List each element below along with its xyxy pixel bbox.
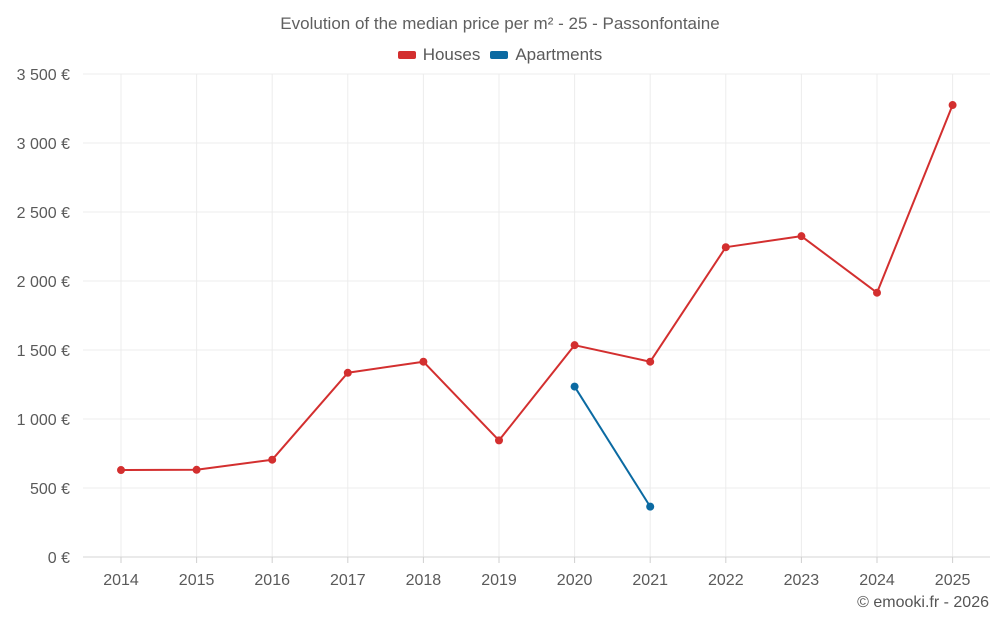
- x-tick-label: 2014: [103, 572, 139, 589]
- data-point-apartments: [570, 382, 579, 391]
- x-tick-label: 2025: [935, 572, 971, 589]
- data-point-houses: [268, 455, 277, 464]
- legend-label-houses: Houses: [422, 45, 481, 64]
- data-point-houses: [570, 341, 579, 350]
- x-tick-label: 2016: [254, 572, 290, 589]
- legend-swatch-apartments: [490, 51, 509, 59]
- data-point-houses: [192, 465, 201, 474]
- legend-swatch-houses: [397, 51, 416, 59]
- y-tick-label: 3 500 €: [17, 67, 70, 84]
- legend-item-houses[interactable]: Houses: [397, 45, 481, 65]
- data-point-houses: [495, 436, 503, 445]
- y-tick-label: 1 500 €: [17, 343, 70, 360]
- credit-text: © emooki.fr - 2026: [857, 594, 989, 611]
- x-tick-label: 2022: [708, 572, 744, 589]
- x-tick-label: 2015: [179, 572, 215, 589]
- data-point-houses: [343, 368, 352, 377]
- y-tick-label: 2 500 €: [17, 205, 70, 222]
- x-tick-label: 2021: [632, 572, 668, 589]
- x-tick-label: 2018: [406, 572, 442, 589]
- data-point-houses: [117, 466, 125, 475]
- x-tick-label: 2023: [784, 572, 820, 589]
- data-point-apartments: [646, 502, 655, 511]
- x-tick-label: 2020: [557, 572, 593, 589]
- data-point-houses: [721, 243, 730, 252]
- series-line-houses: [120, 104, 954, 472]
- y-tick-label: 0 €: [48, 550, 70, 567]
- x-tick-label: 2019: [481, 572, 517, 589]
- x-tick-label: 2024: [859, 572, 895, 589]
- legend-label-apartments: Apartments: [515, 45, 603, 64]
- chart-legend: Houses Apartments: [0, 45, 1000, 65]
- data-point-houses: [646, 357, 655, 366]
- x-tick-label: 2017: [330, 572, 366, 589]
- legend-item-apartments[interactable]: Apartments: [490, 45, 602, 65]
- data-point-houses: [948, 101, 957, 110]
- data-point-houses: [873, 288, 881, 297]
- y-tick-label: 2 000 €: [17, 274, 70, 291]
- y-tick-label: 1 000 €: [17, 412, 70, 429]
- y-tick-label: 500 €: [30, 481, 70, 498]
- data-point-houses: [419, 357, 428, 366]
- y-tick-label: 3 000 €: [17, 136, 70, 153]
- chart-title: Evolution of the median price per m² - 2…: [280, 14, 720, 33]
- series-line-apartments: [573, 386, 652, 508]
- data-point-houses: [797, 232, 806, 241]
